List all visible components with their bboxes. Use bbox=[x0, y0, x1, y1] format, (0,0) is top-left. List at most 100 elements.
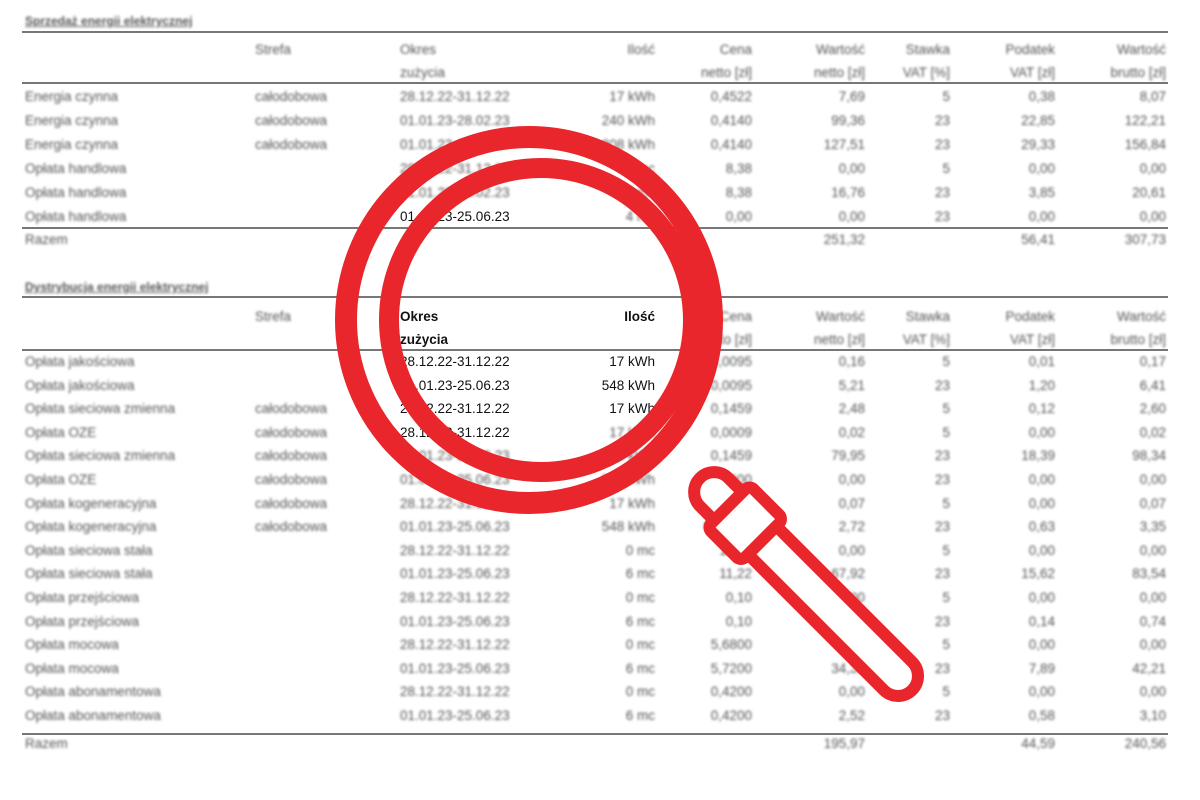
table-cell: 0,4522 bbox=[710, 89, 752, 104]
header-rule bbox=[22, 82, 1168, 84]
column-header-line: VAT [zł] bbox=[1009, 65, 1055, 80]
table-cell: 0,00 bbox=[1028, 590, 1055, 605]
table-cell: 0,00 bbox=[1139, 684, 1166, 700]
column-header: Okres zużycia bbox=[400, 305, 448, 351]
column-header-line: Podatek bbox=[1005, 42, 1055, 57]
total-brutto: 240,56 bbox=[1124, 736, 1166, 751]
table-cell: całodobowa bbox=[255, 113, 328, 128]
table-cell: Opłata sieciowa stała bbox=[25, 566, 153, 582]
table-cell: 23 bbox=[934, 377, 950, 393]
table-cell: 2,52 bbox=[838, 708, 865, 723]
column-header-line: Wartość bbox=[815, 42, 865, 57]
header-rule bbox=[22, 349, 1168, 351]
table-cell: 42,21 bbox=[1132, 660, 1166, 676]
table-cell: 0,38 bbox=[1028, 89, 1055, 104]
table-cell: 6 mc bbox=[625, 566, 655, 582]
table-cell: 0,00 bbox=[1028, 161, 1055, 176]
table-cell: 17 kWh bbox=[609, 354, 655, 369]
column-header: Ilość bbox=[624, 305, 655, 328]
table-cell: 0,0095 bbox=[710, 354, 752, 369]
column-header: Strefa bbox=[255, 305, 291, 328]
table-cell: 18,39 bbox=[1021, 448, 1055, 464]
table-cell: 0,12 bbox=[1028, 401, 1055, 417]
table-cell: 0,0009 bbox=[710, 424, 752, 440]
column-header-line: Podatek bbox=[1005, 309, 1055, 324]
table-cell: 01.01.23-25.06.23 bbox=[400, 660, 510, 676]
table-cell: Opłata przejściowa bbox=[25, 613, 140, 629]
column-header-line: Strefa bbox=[255, 42, 292, 57]
table-cell: 23 bbox=[934, 613, 950, 629]
header-rule bbox=[22, 31, 1168, 33]
table-cell: 79,95 bbox=[831, 448, 865, 464]
table-cell: 548 kWh bbox=[601, 377, 655, 393]
section-title: Sprzedaż energii elektrycznej bbox=[25, 14, 193, 28]
table-cell: 5,21 bbox=[838, 377, 865, 393]
table-cell: 0,63 bbox=[1028, 519, 1055, 535]
table-cell: 0,58 bbox=[1028, 708, 1055, 723]
table-cell: 6 mc bbox=[625, 708, 655, 723]
column-header: Cena netto [zł] bbox=[701, 38, 752, 84]
table-cell: 01.01.23-25.06.23 bbox=[400, 519, 510, 535]
table-cell: 8,07 bbox=[1139, 89, 1166, 104]
column-header-line: Okres bbox=[400, 309, 439, 324]
table-cell: Opłata handlowa bbox=[25, 185, 127, 200]
table-cell: 0,00 bbox=[1139, 209, 1166, 224]
table-cell: 0,74 bbox=[1139, 613, 1166, 629]
column-header: Okres zużycia bbox=[400, 38, 445, 84]
table-cell: 3,85 bbox=[1028, 185, 1055, 200]
column-header: Wartość brutto [zł] bbox=[1110, 305, 1166, 351]
table-cell: 2,48 bbox=[838, 401, 865, 417]
table-cell: 5 bbox=[942, 401, 950, 417]
column-header-line: Ilość bbox=[627, 42, 655, 57]
column-header-line: brutto [zł] bbox=[1110, 332, 1166, 347]
table-cell: 29,33 bbox=[1021, 137, 1055, 152]
table-cell: 01.01.23-25.06.23 bbox=[400, 708, 510, 723]
table-cell: 0,00 bbox=[1139, 590, 1166, 605]
table-cell: całodobowa bbox=[255, 495, 328, 511]
column-header-line: Wartość bbox=[815, 309, 865, 324]
total-rule bbox=[22, 733, 1168, 735]
table-cell: 0,4140 bbox=[710, 113, 752, 128]
table-cell: Opłata abonamentowa bbox=[25, 708, 161, 723]
table-cell: Opłata mocowa bbox=[25, 637, 119, 653]
table-cell: 0,4200 bbox=[710, 708, 752, 723]
table-cell: 2,60 bbox=[1139, 401, 1166, 417]
table-cell: Opłata sieciowa stała bbox=[25, 542, 153, 558]
table-cell: 16,76 bbox=[831, 185, 865, 200]
column-header: Podatek VAT [zł] bbox=[1005, 38, 1055, 84]
column-header-line: Strefa bbox=[255, 309, 292, 324]
table-cell: 20,61 bbox=[1132, 185, 1166, 200]
table-cell: Opłata kogeneracyjna bbox=[25, 495, 157, 511]
table-cell: 0 mc bbox=[625, 590, 655, 605]
table-cell: 7,69 bbox=[838, 89, 865, 104]
column-header-line: zużycia bbox=[400, 332, 449, 347]
table-cell: Opłata przejściowa bbox=[25, 590, 140, 605]
column-header-line: Ilość bbox=[624, 309, 655, 324]
table-cell: 23 bbox=[934, 566, 950, 582]
lens-outer-ring bbox=[335, 126, 723, 514]
table-cell: 122,21 bbox=[1124, 113, 1166, 128]
table-cell: 23 bbox=[934, 448, 950, 464]
table-cell: 0,17 bbox=[1139, 354, 1166, 369]
table-cell: 5,7200 bbox=[710, 660, 752, 676]
table-cell: 2,72 bbox=[838, 519, 865, 535]
lens-inner-ring bbox=[379, 158, 703, 482]
table-cell: Energia czynna bbox=[25, 89, 119, 104]
table-cell: 5 bbox=[942, 354, 950, 369]
table-cell: 0 mc bbox=[625, 542, 655, 558]
table-cell: Opłata mocowa bbox=[25, 660, 119, 676]
table-cell: 0,00 bbox=[838, 209, 865, 224]
column-header-line: netto [zł] bbox=[813, 65, 865, 80]
column-header-line: VAT [%] bbox=[902, 65, 950, 80]
table-cell: całodobowa bbox=[255, 519, 328, 535]
column-header: Wartość netto [zł] bbox=[814, 305, 865, 351]
table-cell: 0,1459 bbox=[710, 448, 752, 464]
table-cell: Opłata abonamentowa bbox=[25, 684, 161, 700]
total-brutto: 307,73 bbox=[1124, 232, 1166, 247]
table-cell: 5 bbox=[942, 161, 950, 176]
column-header: Wartość netto [zł] bbox=[814, 38, 865, 84]
column-header: Strefa bbox=[255, 38, 291, 61]
table-cell: 0,00 bbox=[725, 209, 752, 224]
table-cell: 0,14 bbox=[1028, 613, 1055, 629]
table-cell: 99,36 bbox=[831, 113, 865, 128]
